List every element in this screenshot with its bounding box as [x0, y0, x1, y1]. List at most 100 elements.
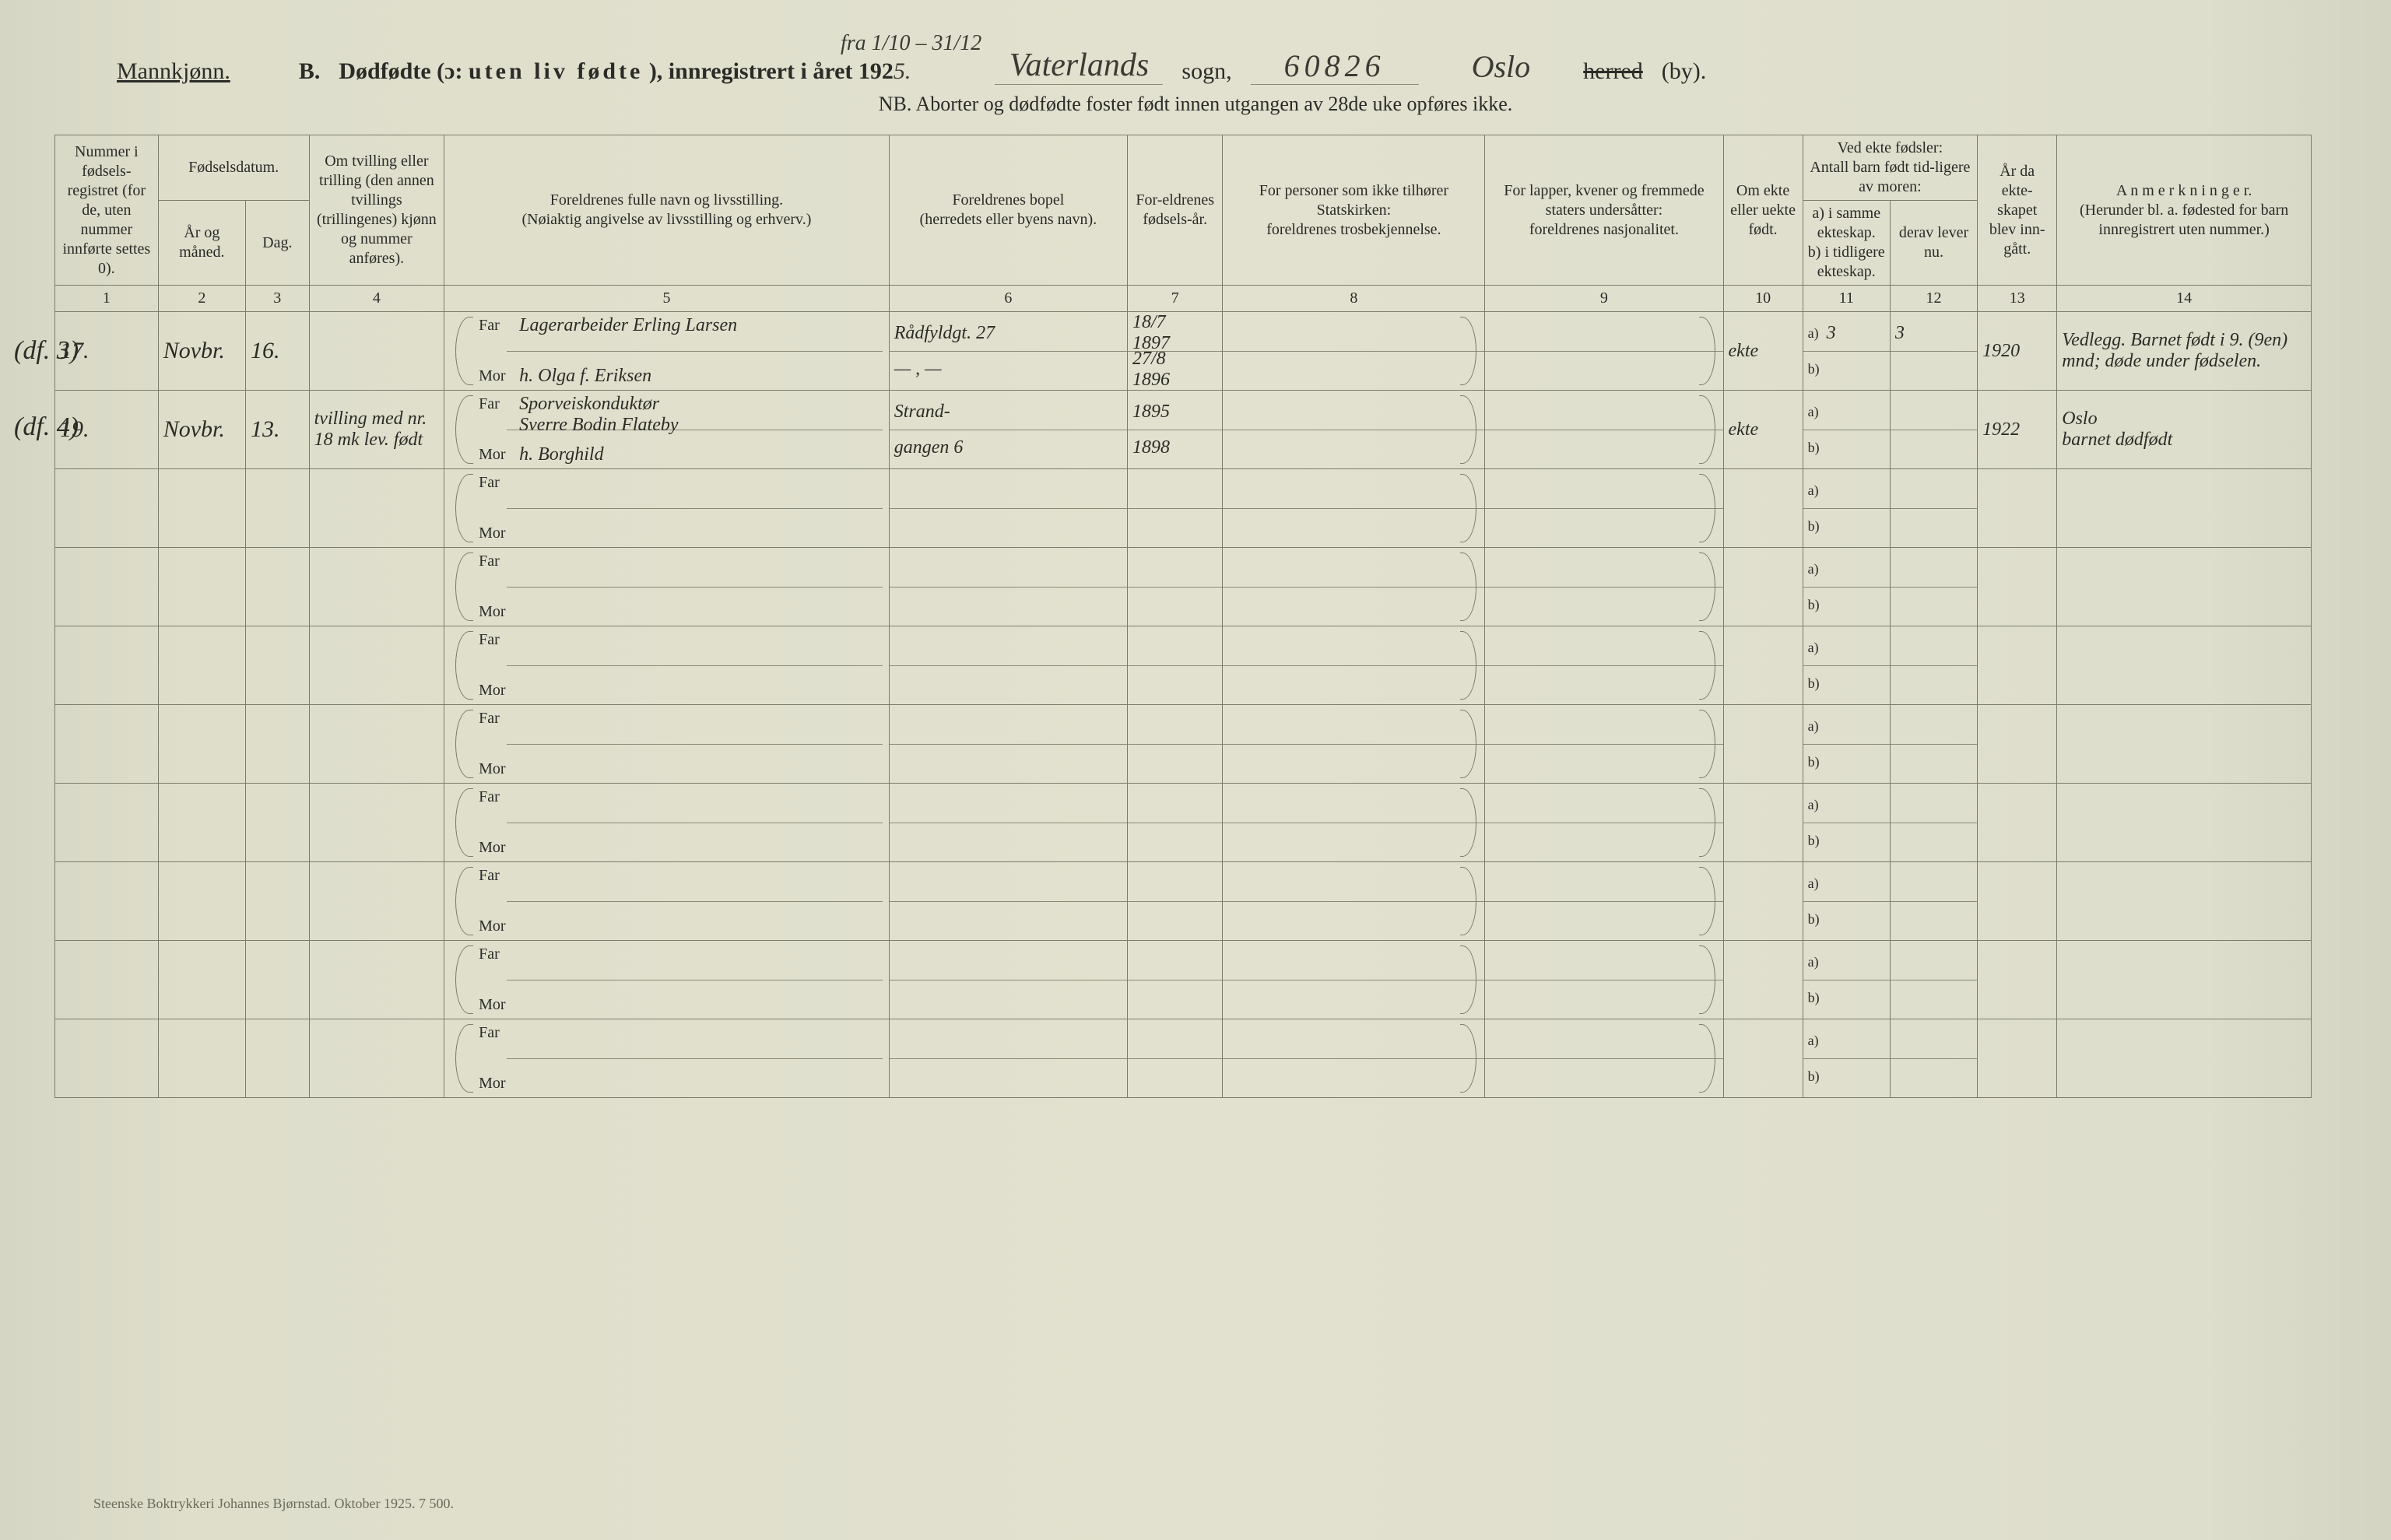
- religion-cell: [1223, 705, 1485, 784]
- residence-cell: [889, 626, 1127, 705]
- residence-cell: [889, 941, 1127, 1019]
- residence-cell: [889, 1019, 1127, 1098]
- day-cell: [245, 626, 309, 705]
- nb-line: NB. Aborter og dødfødte foster født inne…: [54, 93, 2337, 116]
- birthyear-cell: [1127, 862, 1222, 941]
- number-cell: [55, 705, 159, 784]
- number-cell: [55, 626, 159, 705]
- birthyear-cell: [1127, 469, 1222, 548]
- sogn-label: sogn,: [1181, 58, 1231, 85]
- children-living-cell: [1890, 626, 1977, 705]
- column-header: Nummer i fødsels-registret (for de, uten…: [55, 135, 159, 286]
- legitimacy-cell: [1723, 469, 1803, 548]
- parents-names-cell: FarMor: [444, 862, 890, 941]
- column-header: Dag.: [245, 201, 309, 286]
- column-header: År da ekte-skapet blev inn-gått.: [1978, 135, 2057, 286]
- nationality-cell: [1485, 1019, 1723, 1098]
- day-cell: [245, 469, 309, 548]
- column-header: Foreldrenes bopel(herredets eller byens …: [889, 135, 1127, 286]
- column-header: For personer som ikke tilhører Statskirk…: [1223, 135, 1485, 286]
- month-cell: [158, 548, 245, 626]
- by-value: Oslo: [1472, 48, 1531, 85]
- number-cell: [55, 862, 159, 941]
- column-number: 14: [2057, 286, 2312, 312]
- month-cell: [158, 784, 245, 862]
- month-cell: [158, 626, 245, 705]
- table-row: FarMora)b): [55, 862, 2312, 941]
- parents-names-cell: FarMor: [444, 705, 890, 784]
- children-living-cell: [1890, 1019, 1977, 1098]
- parents-names-cell: FarMorSporveiskonduktørSverre Bodin Flat…: [444, 391, 890, 469]
- month-cell: [158, 941, 245, 1019]
- number-cell: [55, 548, 159, 626]
- printer-footer: Steenske Boktrykkeri Johannes Bjørnstad.…: [93, 1496, 454, 1512]
- nationality-cell: [1485, 391, 1723, 469]
- legitimacy-cell: [1723, 941, 1803, 1019]
- twin-cell: [309, 312, 444, 391]
- birthyear-cell: [1127, 941, 1222, 1019]
- birthyear-cell: [1127, 548, 1222, 626]
- column-number: 4: [309, 286, 444, 312]
- margin-note: (df. 3): [14, 336, 79, 366]
- legitimacy-cell: [1723, 862, 1803, 941]
- birthyear-cell: 18/7189727/81896: [1127, 312, 1222, 391]
- parents-names-cell: FarMor: [444, 784, 890, 862]
- residence-cell: [889, 548, 1127, 626]
- section-title-1: Dødfødte (ɔ:: [339, 58, 462, 84]
- children-living-cell: [1890, 941, 1977, 1019]
- table-header: Nummer i fødsels-registret (for de, uten…: [55, 135, 2312, 312]
- religion-cell: [1223, 1019, 1485, 1098]
- twin-cell: [309, 626, 444, 705]
- document-page: fra 1/10 – 31/12 Mannkjønn. B. Dødfødte …: [0, 0, 2391, 1540]
- title-row: Mannkjønn. B. Dødfødte (ɔ: uten liv født…: [117, 47, 2337, 85]
- marriage-year-cell: [1978, 1019, 2057, 1098]
- marriage-year-cell: 1920: [1978, 312, 2057, 391]
- table-row: FarMora)b): [55, 626, 2312, 705]
- children-living-cell: [1890, 548, 1977, 626]
- twin-cell: tvilling med nr. 18 mk lev. født: [309, 391, 444, 469]
- column-number: 10: [1723, 286, 1803, 312]
- children-count-cell: a)b): [1803, 941, 1890, 1019]
- herred-label: herred: [1583, 58, 1643, 85]
- marriage-year-cell: [1978, 626, 2057, 705]
- legitimacy-cell: [1723, 784, 1803, 862]
- legitimacy-cell: ekte: [1723, 312, 1803, 391]
- remarks-cell: [2057, 548, 2312, 626]
- day-cell: [245, 784, 309, 862]
- column-header: a) i samme ekteskap.b) i tidligere ektes…: [1803, 201, 1890, 286]
- day-cell: [245, 548, 309, 626]
- marriage-year-cell: 1922: [1978, 391, 2057, 469]
- column-header: Om tvilling eller trilling (den annen tv…: [309, 135, 444, 286]
- month-cell: Novbr.: [158, 391, 245, 469]
- column-header: Om ekte eller uekte født.: [1723, 135, 1803, 286]
- by-label: (by).: [1662, 58, 1706, 85]
- nationality-cell: [1485, 312, 1723, 391]
- legitimacy-cell: [1723, 1019, 1803, 1098]
- section-title-2: uten liv fødte: [469, 58, 643, 84]
- remarks-cell: [2057, 1019, 2312, 1098]
- children-living-cell: [1890, 469, 1977, 548]
- table-row: FarMor a)b): [55, 941, 2312, 1019]
- table-row: FarMora)b): [55, 705, 2312, 784]
- column-number: 12: [1890, 286, 1977, 312]
- column-header: Fødselsdatum.: [158, 135, 309, 201]
- column-number: 9: [1485, 286, 1723, 312]
- residence-cell: [889, 469, 1127, 548]
- remarks-cell: Vedlegg. Barnet født i 9. (9en) mnd; død…: [2057, 312, 2312, 391]
- parents-names-cell: FarMor: [444, 941, 890, 1019]
- remarks-cell: [2057, 469, 2312, 548]
- marriage-year-cell: [1978, 705, 2057, 784]
- religion-cell: [1223, 626, 1485, 705]
- children-living-cell: [1890, 705, 1977, 784]
- table-row: FarMora)b): [55, 1019, 2312, 1098]
- number-cell: [55, 1019, 159, 1098]
- children-living-cell: [1890, 862, 1977, 941]
- birthyear-cell: [1127, 1019, 1222, 1098]
- nationality-cell: [1485, 469, 1723, 548]
- registry-number: 60826: [1251, 47, 1419, 85]
- twin-cell: [309, 1019, 444, 1098]
- children-count-cell: a)b): [1803, 391, 1890, 469]
- religion-cell: [1223, 548, 1485, 626]
- sogn-value: Vaterlands: [995, 47, 1163, 85]
- month-cell: [158, 469, 245, 548]
